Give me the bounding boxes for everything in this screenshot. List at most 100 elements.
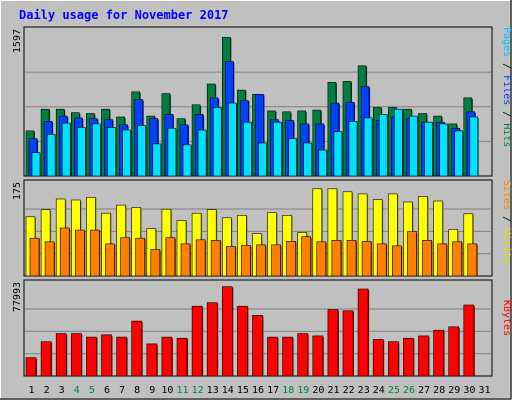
legend-entry: Hits (501, 123, 512, 147)
bar-sites-day-12 (195, 239, 206, 277)
panel-kbytes: 77993 (12, 279, 493, 377)
bar-sites-day-11 (180, 243, 191, 277)
bar-kbytes-day-7 (116, 336, 127, 377)
bar-pages-day-27 (424, 121, 433, 177)
x-tick-label: 7 (119, 385, 125, 396)
x-tick-label: 31 (478, 385, 490, 396)
bar-sites-day-9 (150, 249, 161, 277)
bar-kbytes-day-5 (86, 336, 97, 377)
bar-pages-day-3 (61, 122, 71, 177)
bar-pages-day-9 (152, 143, 162, 177)
x-tick-label: 8 (134, 385, 140, 396)
bar-kbytes-day-29 (448, 326, 460, 377)
bar-pages-day-20 (318, 149, 328, 177)
bar-sites-day-1 (29, 237, 40, 277)
x-tick-label: 4 (74, 385, 80, 396)
bar-pages-day-2 (46, 134, 56, 177)
bar-pages-day-10 (167, 128, 177, 177)
x-tick-label: 6 (104, 385, 110, 396)
x-tick-label: 14 (222, 385, 234, 396)
bar-pages-day-5 (92, 123, 101, 177)
x-tick-label: 24 (373, 385, 385, 396)
bar-kbytes-day-26 (403, 337, 414, 377)
bar-sites-day-19 (301, 236, 312, 277)
bar-kbytes-day-10 (161, 336, 173, 377)
bar-pages-day-1 (31, 152, 41, 177)
bar-sites-day-25 (391, 245, 402, 277)
bar-kbytes-day-23 (357, 288, 369, 377)
bar-pages-day-7 (122, 129, 131, 177)
legend-entry: Sites (501, 180, 512, 210)
bar-pages-day-22 (348, 121, 358, 177)
x-tick-label: 11 (176, 385, 188, 396)
x-tick-label: 20 (312, 385, 324, 396)
chart-title: Daily usage for November 2017 (19, 8, 229, 22)
bar-sites-day-23 (361, 241, 372, 277)
bar-kbytes-day-12 (191, 305, 203, 377)
bar-pages-day-14 (228, 102, 237, 177)
bar-pages-day-29 (454, 130, 464, 177)
bar-sites-day-16 (256, 244, 266, 277)
bar-kbytes-day-19 (297, 333, 309, 377)
bar-kbytes-day-4 (71, 333, 82, 377)
bar-pages-day-30 (469, 116, 479, 177)
x-tick-label: 27 (418, 385, 430, 396)
bar-kbytes-day-22 (342, 310, 354, 377)
bar-kbytes-day-6 (101, 334, 112, 377)
bar-kbytes-day-11 (176, 337, 188, 377)
bar-pages-day-17 (273, 121, 282, 177)
bar-pages-day-11 (182, 144, 192, 177)
x-tick-label: 12 (192, 385, 204, 396)
x-tick-label: 22 (343, 385, 355, 396)
bar-kbytes-day-21 (327, 309, 339, 377)
bar-kbytes-day-15 (237, 305, 248, 377)
y-axis-max-label: 1597 (12, 29, 23, 53)
bar-kbytes-day-3 (55, 333, 67, 377)
panel-pages-files-hits: 1597 (12, 26, 493, 177)
bar-sites-day-22 (346, 240, 357, 277)
x-tick-label: 19 (297, 385, 309, 396)
bar-pages-day-28 (439, 123, 448, 177)
chart-panels: 1597 175 77993 (12, 26, 493, 377)
x-tick-label: 28 (433, 385, 445, 396)
bar-sites-day-27 (422, 240, 432, 277)
bar-sites-day-28 (437, 243, 447, 277)
x-tick-label: 3 (59, 385, 65, 396)
bar-kbytes-day-28 (433, 329, 444, 377)
bar-pages-day-13 (212, 107, 222, 177)
x-tick-label: 25 (388, 385, 400, 396)
legend-top: Pages / Files / Hits (501, 27, 512, 147)
bar-pages-day-24 (378, 114, 388, 177)
chart-legends: Pages / Files / Hits Sites / Visits KBytes (501, 27, 512, 336)
bar-pages-day-15 (243, 121, 252, 177)
bar-pages-day-21 (333, 131, 343, 177)
bar-kbytes-day-18 (282, 336, 293, 377)
bar-kbytes-day-27 (418, 335, 429, 377)
bar-pages-day-18 (288, 138, 297, 177)
bar-sites-day-17 (271, 244, 281, 277)
bar-sites-day-8 (135, 237, 145, 277)
x-tick-label: 26 (403, 385, 415, 396)
bar-sites-day-30 (467, 243, 478, 277)
bar-kbytes-day-17 (267, 336, 278, 377)
bar-sites-day-14 (226, 246, 236, 277)
legend-entry: Files (501, 75, 512, 105)
bar-kbytes-day-1 (25, 357, 37, 377)
bar-kbytes-day-8 (131, 320, 142, 377)
x-axis-ticks: 1 2 3 4 5 6 7 8 9 10 11 12 13 14 15 16 17 18 19 20 21 22 23 24 2… (28, 385, 490, 396)
bar-pages-day-4 (77, 127, 86, 177)
x-tick-label: 23 (358, 385, 370, 396)
legend-entry: KBytes (501, 300, 512, 336)
bar-pages-day-6 (107, 127, 116, 177)
x-tick-label: 17 (267, 385, 279, 396)
bar-sites-day-5 (90, 229, 100, 277)
bar-sites-day-29 (452, 241, 463, 277)
bar-kbytes-day-24 (372, 339, 384, 377)
bar-sites-day-21 (331, 240, 342, 277)
x-tick-label: 16 (252, 385, 264, 396)
x-tick-label: 21 (327, 385, 339, 396)
bar-pages-day-23 (363, 117, 373, 177)
bar-sites-day-7 (120, 237, 130, 277)
